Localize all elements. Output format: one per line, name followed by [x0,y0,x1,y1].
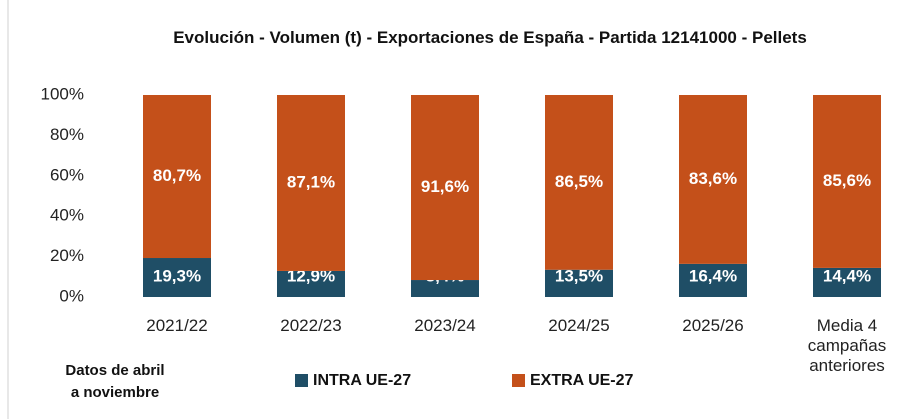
legend-label: INTRA UE-27 [313,372,411,389]
data-label: 80,7% [153,166,201,185]
legend-swatch [295,374,308,387]
data-label: 86,5% [555,172,603,191]
bar-segment [277,95,345,271]
legend-label: EXTRA UE-27 [530,372,634,389]
bar-segment [143,258,211,297]
bar-segment [143,95,211,259]
data-label: 14,4% [823,266,871,285]
annotation: a noviembre [70,384,160,401]
x-tick-label: 2021/22 [146,316,208,335]
annotation: Datos de abril [65,362,165,379]
x-tick-label: 2023/24 [414,316,476,335]
data-label: 12,9% [287,266,335,285]
data-label: 16,4% [689,266,737,285]
y-tick-label: 40% [50,206,84,225]
data-label: 91,6% [421,177,469,196]
y-tick-label: 0% [59,286,84,305]
x-tick-label: Media 4 campañas anteriores [807,316,887,375]
data-label: 83,6% [689,169,737,188]
bar-segment [411,95,479,281]
y-tick-label: 20% [50,246,84,265]
bar-segment [679,263,747,297]
bar-segment [813,95,881,268]
x-tick-label: 2022/23 [280,316,342,335]
y-tick-label: 80% [50,125,84,144]
y-tick-label: 60% [50,165,84,184]
chart-title: Evolución - Volumen (t) - Exportaciones … [173,28,807,47]
bar-segment [545,95,613,270]
bar-segment [545,269,613,297]
data-label: 19,3% [153,266,201,285]
bar-segment [679,95,747,264]
bar-segment [411,280,479,297]
legend-swatch [512,374,525,387]
bar-segment [813,267,881,297]
data-label: 85,6% [823,171,871,190]
data-label: 13,5% [555,266,603,285]
y-tick-label: 100% [41,84,84,103]
data-label: 87,1% [287,172,335,191]
x-tick-label: 2024/25 [548,316,610,335]
x-tick-label: 2025/26 [682,316,744,335]
bar-segment [277,270,345,297]
